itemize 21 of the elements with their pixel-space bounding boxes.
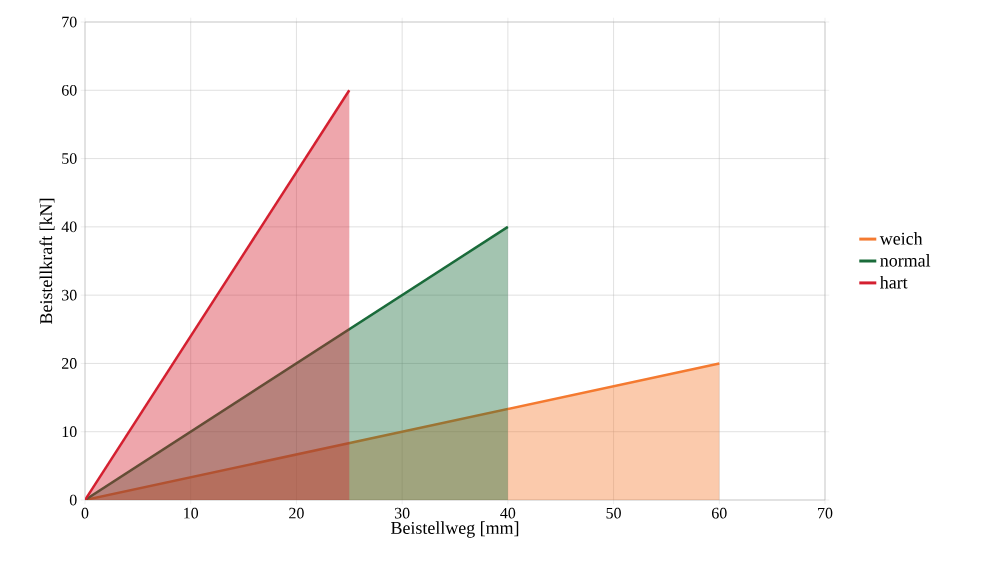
y-tick-label: 60 bbox=[61, 84, 77, 96]
y-tick-label: 50 bbox=[62, 153, 77, 164]
legend-label: normal bbox=[880, 254, 931, 267]
x-axis-title: Beistellweg [mm] bbox=[391, 521, 519, 538]
x-tick-label: 30 bbox=[394, 507, 410, 519]
x-tick-label: 40 bbox=[500, 507, 516, 519]
y-tick-label: 0 bbox=[69, 494, 77, 506]
y-tick-label: 40 bbox=[61, 221, 77, 233]
y-tick-label: 70 bbox=[62, 16, 77, 28]
y-tick-label: 20 bbox=[61, 358, 77, 369]
x-tick-label: 0 bbox=[81, 507, 89, 519]
legend-label: hart bbox=[879, 275, 908, 289]
y-axis-title: Beistellkraft [kN] bbox=[39, 198, 55, 324]
x-tick-label: 50 bbox=[606, 507, 621, 519]
x-tick-label: 70 bbox=[818, 507, 833, 519]
legend-label: weich bbox=[879, 232, 923, 245]
x-tick-label: 20 bbox=[289, 507, 304, 519]
x-tick-label: 60 bbox=[712, 507, 727, 519]
x-tick-label: 10 bbox=[184, 507, 199, 519]
y-tick-label: 30 bbox=[62, 289, 77, 301]
y-tick-label: 10 bbox=[62, 426, 77, 438]
